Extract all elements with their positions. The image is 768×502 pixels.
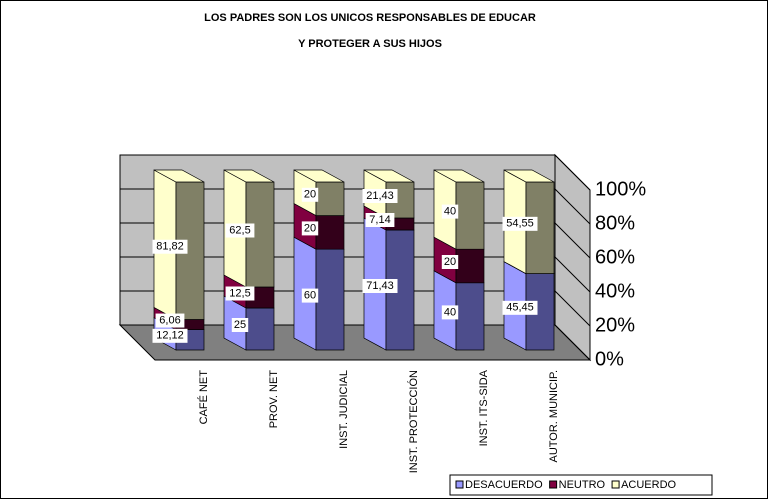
grid-line xyxy=(554,188,591,225)
value-label: 7,14 xyxy=(369,214,390,226)
legend-swatch xyxy=(611,480,620,489)
value-label: 20 xyxy=(304,222,316,234)
value-label: 25 xyxy=(234,319,246,331)
value-label: 12,12 xyxy=(156,330,184,342)
bar-top xyxy=(223,169,275,183)
x-tick-label: CAFÉ NET xyxy=(197,370,210,425)
bar-front xyxy=(315,181,345,216)
y-tick-label: 40% xyxy=(595,280,635,302)
y-tick-label: 0% xyxy=(595,348,624,370)
x-tick-label: INST. ITS-SIDA xyxy=(478,369,490,446)
value-label-bg xyxy=(441,204,459,219)
bar-top xyxy=(293,169,345,183)
side-wall xyxy=(554,153,591,362)
bar-front xyxy=(455,282,485,351)
bar-front xyxy=(455,248,485,284)
bar-front xyxy=(245,307,275,351)
y-tick-label: 60% xyxy=(595,246,635,268)
grid-line xyxy=(554,324,591,361)
legend-swatch xyxy=(549,480,558,489)
value-label-bg xyxy=(155,313,185,328)
value-label: 60 xyxy=(304,290,316,302)
y-tick-label: 100% xyxy=(595,178,646,200)
x-tick-label: INST. JUDICIAL xyxy=(338,370,350,449)
value-label-bg xyxy=(502,216,538,231)
value-label-bg xyxy=(152,239,188,254)
y-tick-label: 80% xyxy=(595,212,635,234)
value-label-bg xyxy=(365,213,395,227)
value-label-bg xyxy=(362,278,398,293)
value-label-bg xyxy=(231,318,249,332)
bar-top xyxy=(153,169,205,183)
y-tick-label: 20% xyxy=(595,314,635,336)
bar-top xyxy=(363,169,415,183)
value-label: 40 xyxy=(444,306,456,318)
legend xyxy=(449,474,713,496)
chart-title: LOS PADRES SON LOS UNICOS RESPONSABLES D… xyxy=(204,12,536,24)
value-label: 20 xyxy=(304,189,316,201)
bar-front xyxy=(455,181,485,250)
grid-line xyxy=(554,154,591,191)
grid-line xyxy=(554,222,591,259)
bar-front xyxy=(315,215,345,250)
bar-top xyxy=(433,169,485,183)
value-label-bg xyxy=(502,300,538,315)
value-label: 12,5 xyxy=(229,287,250,299)
value-label: 62,5 xyxy=(229,224,250,236)
value-label-bg xyxy=(225,223,255,238)
value-label: 40 xyxy=(444,206,456,218)
value-label-bg xyxy=(225,286,255,301)
x-tick-label: AUTOR. MUNICIP. xyxy=(548,370,560,463)
value-label: 71,43 xyxy=(366,280,394,292)
grid-line xyxy=(554,256,591,293)
value-label: 20 xyxy=(444,256,456,268)
grid-line xyxy=(554,290,591,327)
value-label: 45,45 xyxy=(506,302,534,314)
bar-front xyxy=(315,248,345,351)
value-label-bg xyxy=(301,288,319,303)
value-label: 54,55 xyxy=(506,218,534,230)
legend-label: DESACUERDO xyxy=(465,479,543,491)
value-label: 81,82 xyxy=(156,241,184,253)
bar-top xyxy=(503,169,555,183)
value-label-bg xyxy=(301,221,319,236)
x-tick-label: PROV. NET xyxy=(268,370,280,429)
legend-label: ACUERDO xyxy=(621,479,676,491)
value-label-bg xyxy=(301,187,319,202)
legend-label: NEUTRO xyxy=(559,479,606,491)
value-label: 21,43 xyxy=(366,190,394,202)
value-label-bg xyxy=(362,189,398,204)
x-tick-label: INST. PROTECCIÓN xyxy=(407,370,420,473)
value-label-bg xyxy=(441,305,459,320)
legend-swatch xyxy=(455,480,464,489)
value-label-bg xyxy=(152,328,188,343)
value-label-bg xyxy=(441,255,459,269)
value-label: 6,06 xyxy=(159,314,180,326)
chart-title: Y PROTEGER A SUS HIJOS xyxy=(298,38,442,50)
